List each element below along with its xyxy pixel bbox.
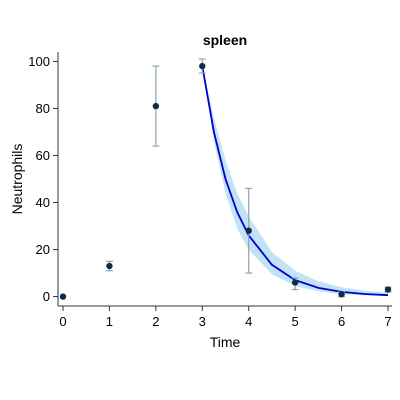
data-point — [59, 293, 67, 300]
y-tick-label: 0 — [43, 289, 50, 304]
y-tick-layer: 0 20 40 60 80 100 — [28, 54, 58, 304]
y-axis-label: Neutrophils — [9, 144, 25, 215]
errorbar-layer — [105, 58, 392, 298]
data-point — [338, 291, 345, 298]
y-tick-label: 40 — [36, 195, 50, 210]
fit-curve-line — [201, 65, 389, 297]
point-layer — [59, 62, 392, 300]
x-tick-label: 0 — [59, 314, 66, 329]
x-tick-label: 7 — [384, 314, 391, 329]
x-tick-label: 1 — [106, 314, 113, 329]
y-tick-label: 20 — [36, 242, 50, 257]
confidence-band — [202, 66, 388, 297]
x-tick-layer: 0 1 2 3 4 5 6 7 — [59, 306, 392, 329]
fit-curve-layer — [201, 65, 389, 297]
data-point — [152, 102, 160, 110]
data-point — [384, 286, 392, 293]
data-point — [245, 227, 252, 234]
data-point — [199, 62, 206, 70]
y-tick-label: 100 — [28, 54, 50, 69]
data-point — [106, 262, 113, 270]
x-tick-label: 6 — [338, 314, 345, 329]
data-point — [291, 279, 299, 286]
x-tick-label: 3 — [199, 314, 206, 329]
y-tick-label: 80 — [36, 101, 50, 116]
x-tick-label: 2 — [152, 314, 159, 329]
confidence-band-layer — [202, 66, 388, 297]
y-tick-label: 60 — [36, 148, 50, 163]
x-axis-label: Time — [210, 334, 241, 350]
x-tick-label: 4 — [245, 314, 252, 329]
chart-title: spleen — [203, 32, 247, 48]
x-tick-label: 5 — [292, 314, 299, 329]
